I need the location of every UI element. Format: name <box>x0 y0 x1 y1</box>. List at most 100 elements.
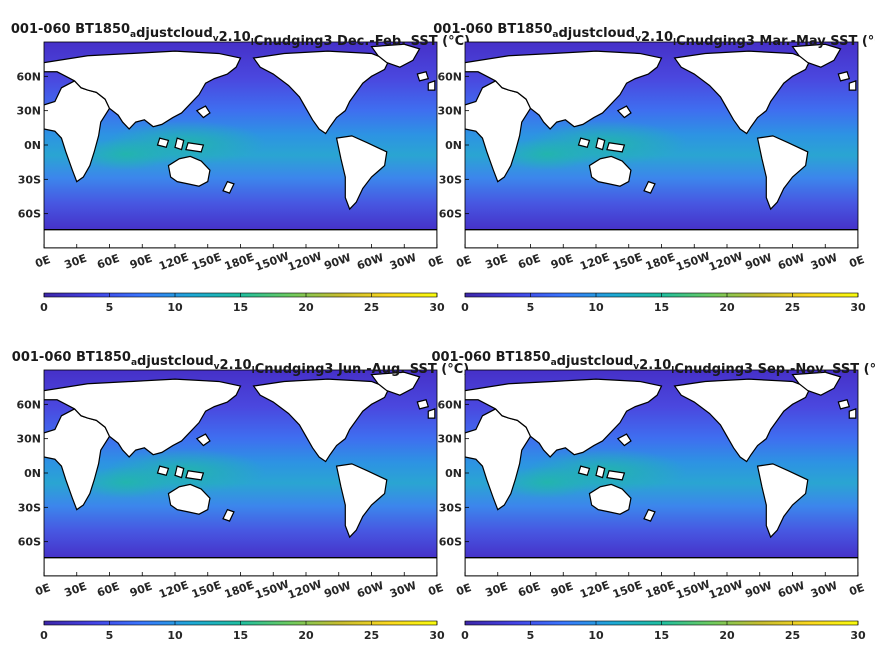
colorbar-tick-label: 20 <box>298 629 314 642</box>
panel-title: 001-060 BT1850adjustcloudv2.10lCnudging3… <box>433 22 875 49</box>
x-tick-label: 30W <box>388 251 418 273</box>
y-tick-label: 30S <box>18 501 41 514</box>
x-tick-label: 90E <box>549 252 575 272</box>
y-tick-label: 60N <box>16 398 41 411</box>
x-tick-label: 60E <box>516 580 542 600</box>
y-tick-label: 30S <box>439 501 462 514</box>
indian-ocean-warm <box>80 138 171 171</box>
x-tick-label: 0E <box>454 253 473 270</box>
sst-panel-1: 001-060 BT1850adjustcloudv2.10lCnudging3… <box>11 22 470 314</box>
sst-panel-4: 001-060 BT1850adjustcloudv2.10lCnudging3… <box>431 350 875 642</box>
y-tick-label: 60N <box>437 398 462 411</box>
colorbar-tick-label: 15 <box>233 629 248 642</box>
colorbar-tick-label: 0 <box>461 629 469 642</box>
colorbar-tick-label: 15 <box>233 301 248 314</box>
y-tick-label: 0N <box>24 467 41 480</box>
x-tick-label: 0E <box>454 581 473 598</box>
x-tick-label: 30W <box>388 579 418 601</box>
x-tick-label: 120E <box>578 578 611 601</box>
colorbar-tick-label: 25 <box>364 629 379 642</box>
colorbar: 0 5 10 15 20 25 30 <box>461 292 866 314</box>
sst-panel-2: 001-060 BT1850adjustcloudv2.10lCnudging3… <box>433 22 875 314</box>
x-tick-label: 180E <box>223 250 256 273</box>
colorbar-tick-label: 10 <box>588 629 604 642</box>
x-tick-label: 0E <box>847 581 866 598</box>
x-tick-label: 150E <box>190 250 223 273</box>
colorbar: 0 5 10 15 20 25 30 <box>40 292 445 314</box>
x-tick-label: 90E <box>128 252 154 272</box>
x-tick-label: 60W <box>776 579 806 601</box>
y-tick-label: 0N <box>24 139 41 152</box>
y-tick-label: 0N <box>445 467 462 480</box>
panel-title: 001-060 BT1850adjustcloudv2.10lCnudging3… <box>431 350 875 377</box>
y-tick-label: 30S <box>439 173 462 186</box>
colorbar-tick-label: 25 <box>785 301 800 314</box>
y-tick-label: 60S <box>439 208 462 221</box>
panel-title: 001-060 BT1850adjustcloudv2.10lCnudging3… <box>12 350 469 377</box>
y-tick-label: 60S <box>439 536 462 549</box>
colorbar-tick-label: 5 <box>527 301 535 314</box>
x-tick-label: 120W <box>707 578 744 602</box>
colorbar-tick-label: 0 <box>461 301 469 314</box>
colorbar-tick-label: 20 <box>719 629 735 642</box>
colorbar-tick-label: 10 <box>167 301 183 314</box>
x-tick-label: 0E <box>847 253 866 270</box>
y-tick-label: 30N <box>437 433 462 446</box>
y-tick-label: 60S <box>18 208 41 221</box>
colorbar-tick-label: 25 <box>785 629 800 642</box>
x-tick-label: 30E <box>63 252 89 272</box>
colorbar: 0 5 10 15 20 25 30 <box>40 620 445 642</box>
map-area <box>465 370 858 576</box>
colorbar-tick-label: 10 <box>588 301 604 314</box>
x-tick-label: 60E <box>516 252 542 272</box>
x-tick-label: 90W <box>743 579 773 601</box>
x-tick-label: 30W <box>809 251 839 273</box>
colorbar-tick-label: 15 <box>654 301 669 314</box>
colorbar-tick-label: 0 <box>40 301 48 314</box>
x-tick-label: 90W <box>322 579 352 601</box>
x-tick-label: 150E <box>611 250 644 273</box>
y-tick-label: 60N <box>437 70 462 83</box>
colorbar: 0 5 10 15 20 25 30 <box>461 620 866 642</box>
x-tick-label: 120E <box>157 250 190 273</box>
x-tick-label: 120E <box>578 250 611 273</box>
x-tick-label: 90W <box>322 251 352 273</box>
x-tick-label: 0E <box>33 253 52 270</box>
y-tick-label: 0N <box>445 139 462 152</box>
colorbar-tick-label: 30 <box>850 301 866 314</box>
colorbar-tick-label: 20 <box>719 301 735 314</box>
x-tick-label: 90E <box>128 580 154 600</box>
x-tick-label: 0E <box>426 253 445 270</box>
x-tick-label: 60W <box>355 251 385 273</box>
x-tick-label: 90E <box>549 580 575 600</box>
x-tick-label: 120W <box>286 250 323 274</box>
indian-ocean-warm <box>80 466 171 499</box>
indian-ocean-warm <box>501 466 592 499</box>
x-tick-label: 120W <box>707 250 744 274</box>
sst-panel-3: 001-060 BT1850adjustcloudv2.10lCnudging3… <box>12 350 469 642</box>
x-tick-label: 30E <box>484 252 510 272</box>
x-tick-label: 180E <box>644 250 677 273</box>
colorbar-tick-label: 5 <box>527 629 535 642</box>
panel-title: 001-060 BT1850adjustcloudv2.10lCnudging3… <box>11 22 470 49</box>
x-tick-label: 30E <box>484 580 510 600</box>
y-tick-label: 60N <box>16 70 41 83</box>
colorbar-tick-label: 5 <box>106 629 114 642</box>
colorbar-tick-label: 30 <box>850 629 866 642</box>
y-tick-label: 30N <box>16 433 41 446</box>
x-tick-label: 60W <box>776 251 806 273</box>
indian-ocean-warm <box>501 138 592 171</box>
colorbar-tick-label: 30 <box>429 629 445 642</box>
colorbar-tick-label: 30 <box>429 301 445 314</box>
map-area <box>44 42 437 248</box>
map-area <box>44 370 437 576</box>
x-tick-label: 120W <box>286 578 323 602</box>
colorbar-tick-label: 20 <box>298 301 314 314</box>
colorbar-tick-label: 0 <box>40 629 48 642</box>
map-area <box>465 42 858 248</box>
colorbar-tick-label: 25 <box>364 301 379 314</box>
x-tick-label: 30E <box>63 580 89 600</box>
x-tick-label: 150E <box>611 578 644 601</box>
x-tick-label: 0E <box>426 581 445 598</box>
